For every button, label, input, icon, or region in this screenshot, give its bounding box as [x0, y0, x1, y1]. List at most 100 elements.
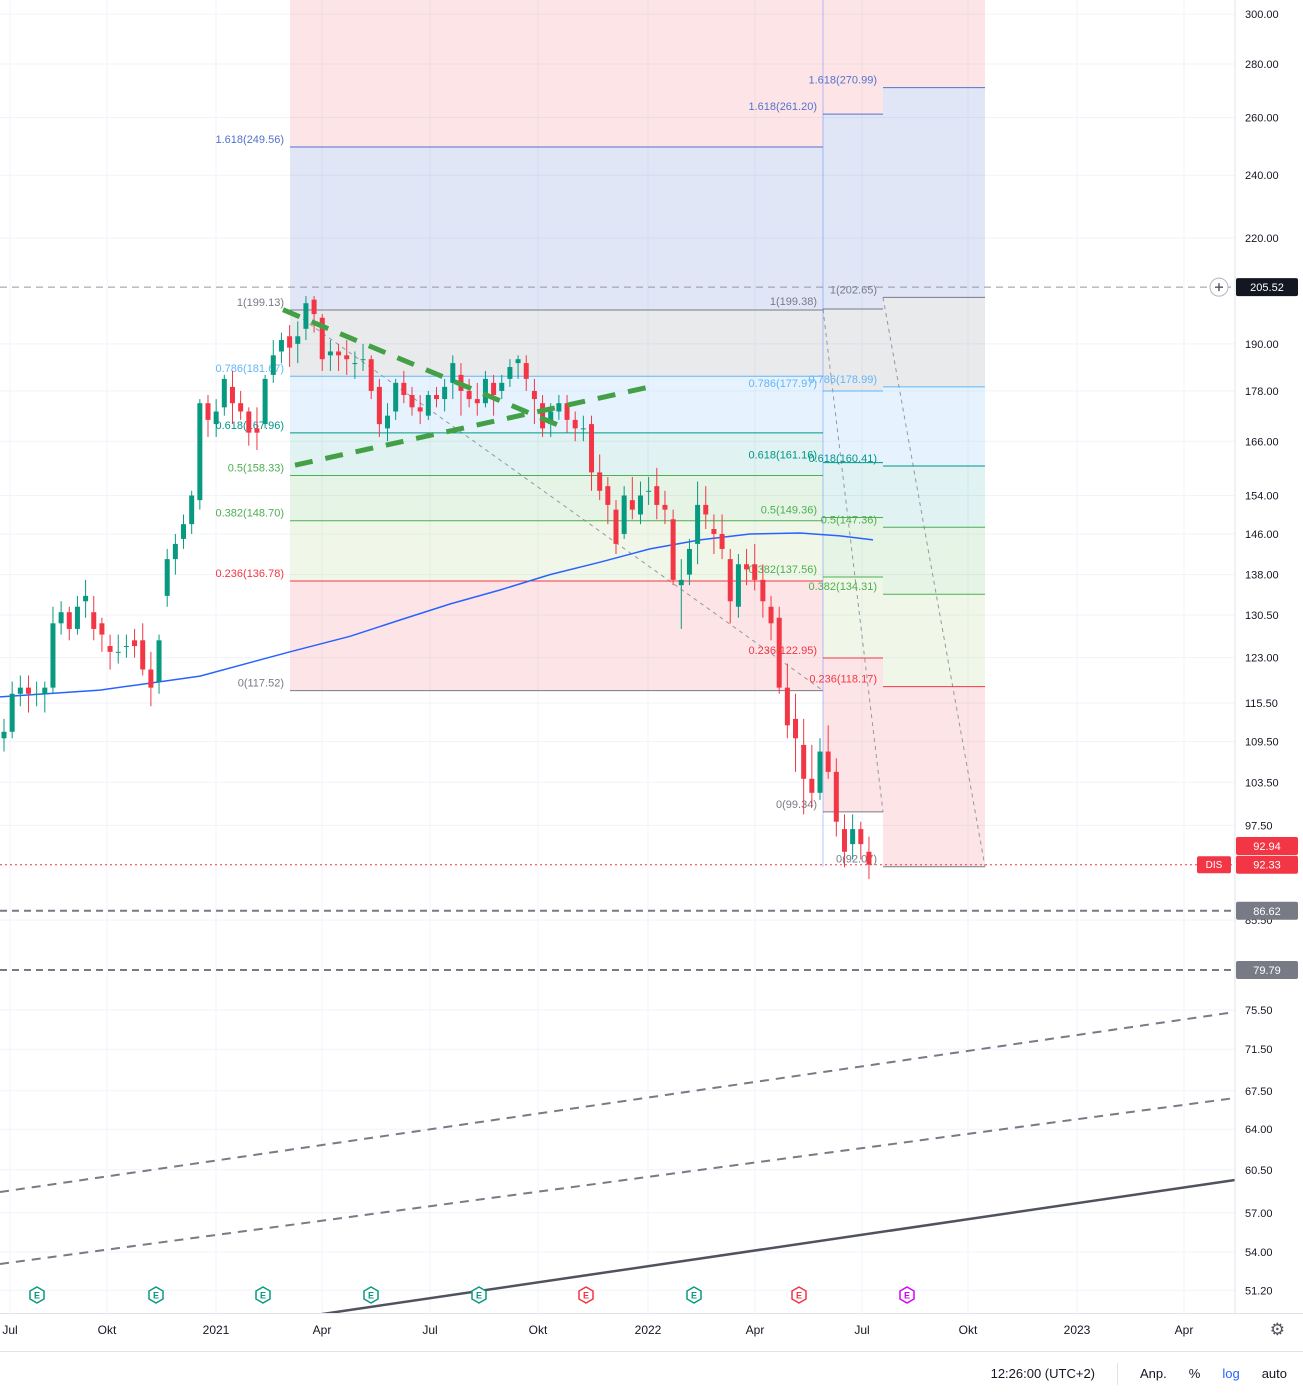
symbol-badge	[1197, 856, 1231, 874]
fib-trend-connector	[882, 297, 986, 867]
chart-pane[interactable]: 0(117.52) 0.236(136.78) 0.382(148.70) 0.5(1…	[0, 0, 1303, 1313]
svg-text:E: E	[368, 1291, 374, 1301]
candle	[58, 601, 64, 635]
percent-scale-button[interactable]: %	[1188, 1366, 1201, 1381]
fib-band	[823, 114, 883, 310]
candle	[491, 374, 497, 416]
fib-level-label: 0.236(118.17)	[809, 674, 877, 686]
drawn-lines[interactable]	[0, 0, 1236, 1313]
earnings-icon[interactable]: E	[148, 1286, 164, 1304]
candle	[156, 634, 162, 694]
candle	[670, 509, 676, 586]
earnings-icon[interactable]: E	[471, 1286, 487, 1304]
candle	[74, 595, 80, 635]
earnings-icon[interactable]: E	[899, 1286, 915, 1304]
candle	[311, 296, 317, 333]
candle	[287, 325, 293, 367]
add-alert-button[interactable]	[1209, 277, 1229, 297]
fib-level-label: 0.382(134.31)	[809, 581, 878, 593]
time-axis[interactable]: Jul Okt 2021 Apr Jul Okt 2022 Apr Jul Okt 2023 Apr …	[0, 1313, 1303, 1352]
svg-text:86.62: 86.62	[1253, 906, 1281, 918]
candle	[678, 559, 684, 629]
candle	[703, 486, 709, 530]
svg-text:E: E	[34, 1291, 40, 1301]
earnings-icon[interactable]: E	[791, 1286, 807, 1304]
candle	[42, 681, 48, 713]
fib-level-label: 1.618(270.99)	[809, 75, 878, 87]
fib-level-label: 0(117.52)	[238, 678, 284, 690]
earnings-icon[interactable]: E	[578, 1286, 594, 1304]
candle	[801, 718, 807, 815]
adjust-data-button[interactable]: Anp.	[1140, 1366, 1167, 1381]
fib-level-label: 0.786(177.97)	[749, 378, 818, 390]
log-scale-button[interactable]: log	[1222, 1366, 1240, 1381]
trend-line[interactable]	[268, 1178, 1236, 1313]
candle	[246, 407, 252, 446]
price-tick-label: 51.20	[1245, 1285, 1273, 1297]
candle	[572, 411, 578, 442]
candle	[482, 370, 488, 408]
price-tick-label: 57.00	[1245, 1208, 1273, 1220]
fib-band	[290, 0, 823, 148]
candle	[784, 663, 790, 739]
price-badge	[1236, 855, 1298, 874]
svg-text:79.79: 79.79	[1253, 965, 1281, 977]
price-tick-label: 146.00	[1245, 529, 1279, 541]
price-tick-label: 240.00	[1245, 170, 1279, 182]
price-tick-label: 54.00	[1245, 1247, 1273, 1259]
fib-retracement-3[interactable]: 0(92.07)0.236(118.17)0.382(134.31)0.5(14…	[809, 0, 986, 868]
candle	[336, 343, 342, 371]
time-axis-label: 2021	[202, 1323, 230, 1337]
price-tick-label: 300.00	[1245, 9, 1279, 21]
chart-settings-gear-icon[interactable]: ⚙	[1269, 1320, 1285, 1339]
candle	[695, 481, 701, 565]
session-clock[interactable]: 12:26:00 (UTC+2)	[990, 1366, 1096, 1381]
fib-band	[290, 432, 823, 476]
candle	[376, 378, 382, 437]
candle	[833, 758, 839, 837]
candle	[466, 378, 472, 408]
earnings-icon[interactable]: E	[255, 1286, 271, 1304]
time-axis-label: Apr	[1174, 1323, 1194, 1337]
candle	[515, 355, 521, 379]
fib-retracement-2[interactable]: 0(99.34) 0.236(122.95) 0.382(137.56) 0.5(14…	[749, 0, 884, 813]
candle	[744, 548, 750, 586]
svg-text:E: E	[796, 1291, 802, 1301]
candle	[433, 386, 439, 408]
fib-band	[883, 686, 985, 867]
candle	[50, 606, 56, 694]
earnings-icon[interactable]: E	[686, 1286, 702, 1304]
candle	[393, 378, 399, 420]
price-tick-label: 166.00	[1245, 436, 1279, 448]
candle	[295, 321, 301, 364]
candle	[646, 476, 652, 505]
grid-lines	[0, 0, 1235, 1313]
fib-level-label: 0.382(137.56)	[749, 564, 818, 576]
candle	[34, 681, 40, 707]
candlestick-chart[interactable]: 0(117.52) 0.236(136.78) 0.382(148.70) 0.5(1…	[0, 0, 1303, 1313]
price-tick-label: 97.50	[1245, 820, 1273, 832]
candle	[760, 564, 766, 618]
candle	[205, 394, 211, 437]
auto-scale-button[interactable]: auto	[1261, 1366, 1287, 1381]
candle	[499, 374, 505, 400]
green-dashed-trendline[interactable]	[282, 307, 566, 431]
trend-line[interactable]	[0, 1097, 1236, 1265]
price-axis[interactable]: 300.00 280.00 260.00 240.00 220.00 190.00 178.…	[1197, 0, 1303, 1313]
fib-level-label: 0.5(147.36)	[821, 514, 877, 526]
earnings-icon[interactable]: E	[363, 1286, 379, 1304]
candle	[123, 634, 129, 658]
candle	[613, 500, 619, 555]
trend-line[interactable]	[0, 1011, 1236, 1193]
earnings-icon[interactable]: E	[29, 1286, 45, 1304]
candle	[450, 355, 456, 400]
fib-band	[823, 517, 883, 577]
svg-text:E: E	[476, 1291, 482, 1301]
time-axis-label: Okt	[97, 1323, 117, 1337]
fib-band	[823, 309, 883, 392]
candle	[629, 476, 635, 520]
fib-band	[883, 0, 985, 88]
candle	[409, 386, 415, 416]
candle	[360, 343, 366, 371]
